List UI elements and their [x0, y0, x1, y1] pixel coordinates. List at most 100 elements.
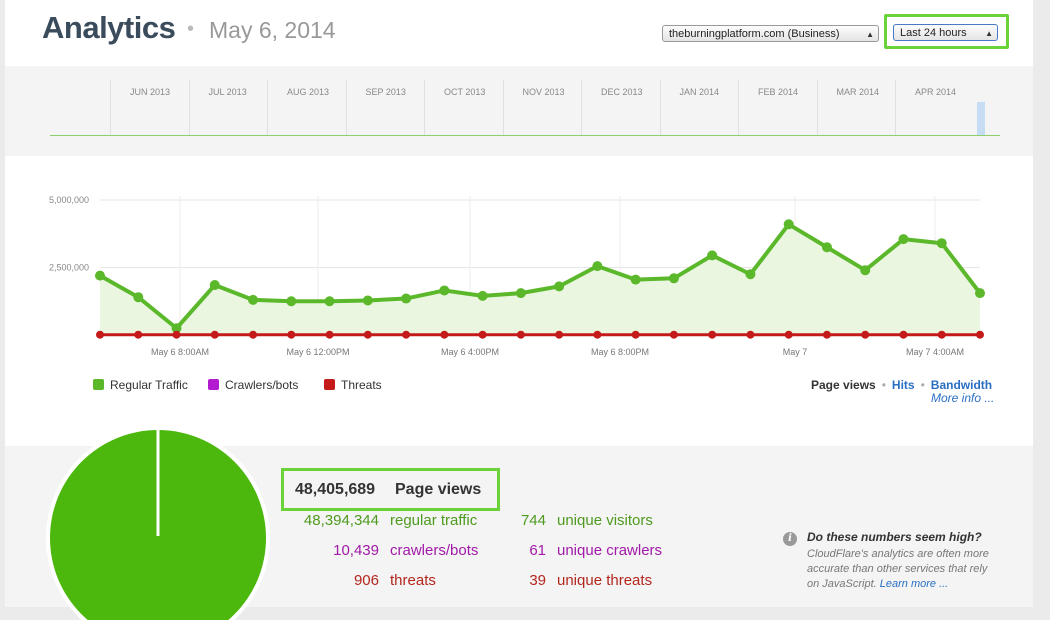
header: Analytics • May 6, 2014 theburningplatfo… — [5, 0, 1033, 66]
timeline-divider — [816, 80, 818, 135]
info-text: CloudFlare's analytics are often more ac… — [807, 548, 989, 590]
regular-traffic-point — [630, 274, 641, 285]
legend-label: Threats — [341, 378, 382, 392]
threats-point — [287, 330, 296, 339]
regular-traffic-point — [324, 296, 335, 307]
total-highlight — [281, 468, 500, 511]
timeline-selection[interactable] — [977, 102, 985, 135]
timeline-overview[interactable]: JUN 2013 JUL 2013 AUG 2013 SEP 2013 OCT 2013… — [5, 66, 1033, 156]
timeline-month-label: JUN 2013 — [130, 87, 171, 97]
unique-visitors-label: unique visitors — [557, 512, 653, 529]
unique-threats-label: unique threats — [557, 572, 653, 589]
regular-traffic-point — [668, 273, 679, 284]
timeline-month-label: JUL 2013 — [208, 87, 247, 97]
timeline-divider — [738, 80, 739, 135]
regular-traffic-point — [133, 292, 144, 303]
traffic-chart-svg: 5,000,000 2,500,000 May 6 8:00AM May 6 12:0… — [49, 195, 985, 357]
tab-page-views[interactable]: Page views — [811, 378, 876, 392]
x-tick-label: May 6 8:00PM — [591, 347, 649, 357]
timeline-month-label: NOV 2013 — [522, 87, 565, 97]
regular-traffic-value: 48,394,344 — [303, 512, 379, 529]
threats-point — [631, 330, 640, 339]
page-title: Analytics — [42, 10, 176, 45]
legend-threats[interactable]: Threats — [324, 378, 382, 392]
regular-traffic-point — [477, 290, 488, 301]
unique-crawlers-label: unique crawlers — [557, 542, 663, 559]
timeline-baseline — [50, 135, 1000, 136]
threats-point — [937, 330, 946, 339]
y-tick-label: 5,000,000 — [49, 195, 89, 205]
timeline-divider — [581, 80, 582, 135]
regular-traffic-line — [99, 222, 982, 331]
threats-point — [249, 330, 258, 339]
regular-traffic-point — [554, 281, 565, 292]
tab-hits[interactable]: Hits — [891, 378, 915, 392]
regular-traffic-point — [783, 219, 794, 230]
page-date: May 6, 2014 — [209, 17, 336, 43]
timeline-divider — [424, 80, 425, 135]
regular-traffic-point — [936, 238, 947, 249]
unique-visitors-value: 744 — [520, 512, 546, 529]
site-select-value: theburningplatform.com (Business) — [669, 28, 840, 40]
timeline-divider — [267, 80, 268, 135]
info-body: CloudFlare's analytics are often more ac… — [807, 547, 997, 592]
timeline-month-label: MAR 2014 — [836, 87, 880, 97]
regular-traffic-point — [209, 280, 220, 291]
timeline-month-label: AUG 2013 — [287, 87, 330, 97]
threats-point — [555, 330, 564, 339]
legend-swatch — [93, 379, 104, 390]
timeline-divider — [895, 80, 896, 135]
timeline-divider — [345, 80, 347, 135]
total-page-views-value: 48,405,689 — [295, 481, 376, 498]
timeline-divider — [502, 80, 504, 135]
legend-label: Regular Traffic — [110, 378, 188, 392]
legend-crawlers[interactable]: Crawlers/bots — [208, 378, 298, 392]
tab-bandwidth[interactable]: Bandwidth — [930, 378, 993, 392]
regular-traffic-point — [171, 323, 182, 334]
legend-swatch — [324, 379, 335, 390]
threats-point — [976, 330, 984, 339]
regular-traffic-point — [707, 250, 718, 261]
threats-point — [172, 330, 181, 339]
regular-traffic-point — [286, 296, 297, 307]
threats-point — [96, 330, 104, 339]
timeline-month-label: APR 2014 — [915, 87, 957, 97]
info-title: Do these numbers seem high? — [807, 530, 982, 544]
threats-point — [593, 330, 602, 339]
select-arrows-icon: ▲ — [985, 29, 993, 38]
threats-point — [210, 330, 219, 339]
site-select[interactable]: theburningplatform.com (Business) ▲ — [662, 25, 879, 42]
threats-point — [746, 330, 755, 339]
regular-traffic-point — [745, 269, 756, 280]
timeline-month-label: OCT 2013 — [444, 87, 486, 97]
traffic-chart: 5,000,000 2,500,000 May 6 8:00AM May 6 12:0… — [5, 156, 1033, 446]
regular-traffic-point — [860, 265, 871, 276]
total-page-views-label: Page views — [395, 481, 482, 498]
crawlers-value: 10,439 — [333, 542, 379, 559]
timeline-divider — [188, 80, 190, 135]
legend-regular-traffic[interactable]: Regular Traffic — [93, 378, 188, 392]
regular-traffic-point — [975, 288, 985, 299]
threats-point — [899, 330, 908, 339]
regular-traffic-point — [515, 288, 526, 299]
crawlers-label: crawlers/bots — [390, 542, 479, 559]
metric-tabs: Page views • Hits • Bandwidth — [811, 378, 992, 392]
threats-point — [478, 330, 487, 339]
threats-point — [402, 330, 411, 339]
timeline-divider — [110, 80, 111, 135]
timeline-month-label: JAN 2014 — [679, 87, 720, 97]
threats-point — [440, 330, 449, 339]
x-tick-label: May 6 8:00AM — [151, 347, 209, 357]
unique-crawlers-value: 61 — [529, 542, 546, 559]
regular-traffic-label: regular traffic — [390, 512, 478, 529]
threats-point — [861, 330, 870, 339]
learn-more-link[interactable]: Learn more ... — [879, 578, 949, 590]
x-tick-label: May 6 4:00PM — [441, 347, 499, 357]
tab-separator: • — [881, 378, 886, 392]
threats-point — [784, 330, 793, 339]
x-tick-label: May 7 — [783, 347, 808, 357]
time-range-select[interactable]: Last 24 hours ▲ — [893, 24, 998, 41]
threats-point — [516, 330, 525, 339]
title-separator: • — [187, 18, 195, 40]
more-info-link[interactable]: More info ... — [931, 391, 995, 405]
